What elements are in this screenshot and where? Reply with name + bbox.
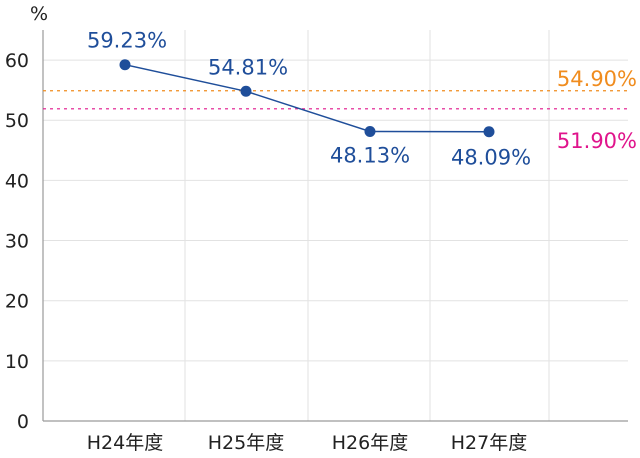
y-tick-label: 50 (5, 110, 29, 132)
reference-line-label: 54.90% (557, 67, 637, 91)
x-tick-label: H24年度 (87, 432, 163, 454)
data-label: 48.13% (330, 143, 410, 167)
y-axis-unit-label: % (30, 3, 48, 25)
y-tick-label: 0 (17, 411, 29, 433)
reference-lines: 54.90% 51.90% (43, 67, 637, 153)
series-line (124, 63, 490, 133)
y-tick-label: 40 (5, 170, 29, 192)
y-tick-labels: 0 10 20 30 40 50 60 (5, 50, 29, 433)
y-tick-label: 30 (5, 231, 29, 253)
grid-lines (43, 30, 628, 421)
data-label: 59.23% (87, 29, 167, 53)
y-tick-label: 20 (5, 291, 29, 313)
data-point (119, 59, 131, 71)
data-point (240, 85, 252, 97)
x-tick-label: H26年度 (332, 432, 408, 454)
x-tick-label: H27年度 (451, 432, 527, 454)
data-label: 48.09% (451, 146, 531, 170)
y-tick-label: 10 (5, 351, 29, 373)
data-series: 59.23% 54.81% 48.13% 48.09% (87, 29, 531, 170)
reference-line-label: 51.90% (557, 129, 637, 153)
data-point (483, 126, 495, 138)
y-tick-label: 60 (5, 50, 29, 72)
data-point (364, 125, 376, 137)
x-tick-label: H25年度 (208, 432, 284, 454)
axes (42, 30, 628, 422)
x-tick-labels: H24年度 H25年度 H26年度 H27年度 (87, 432, 527, 454)
data-label: 54.81% (208, 55, 288, 79)
